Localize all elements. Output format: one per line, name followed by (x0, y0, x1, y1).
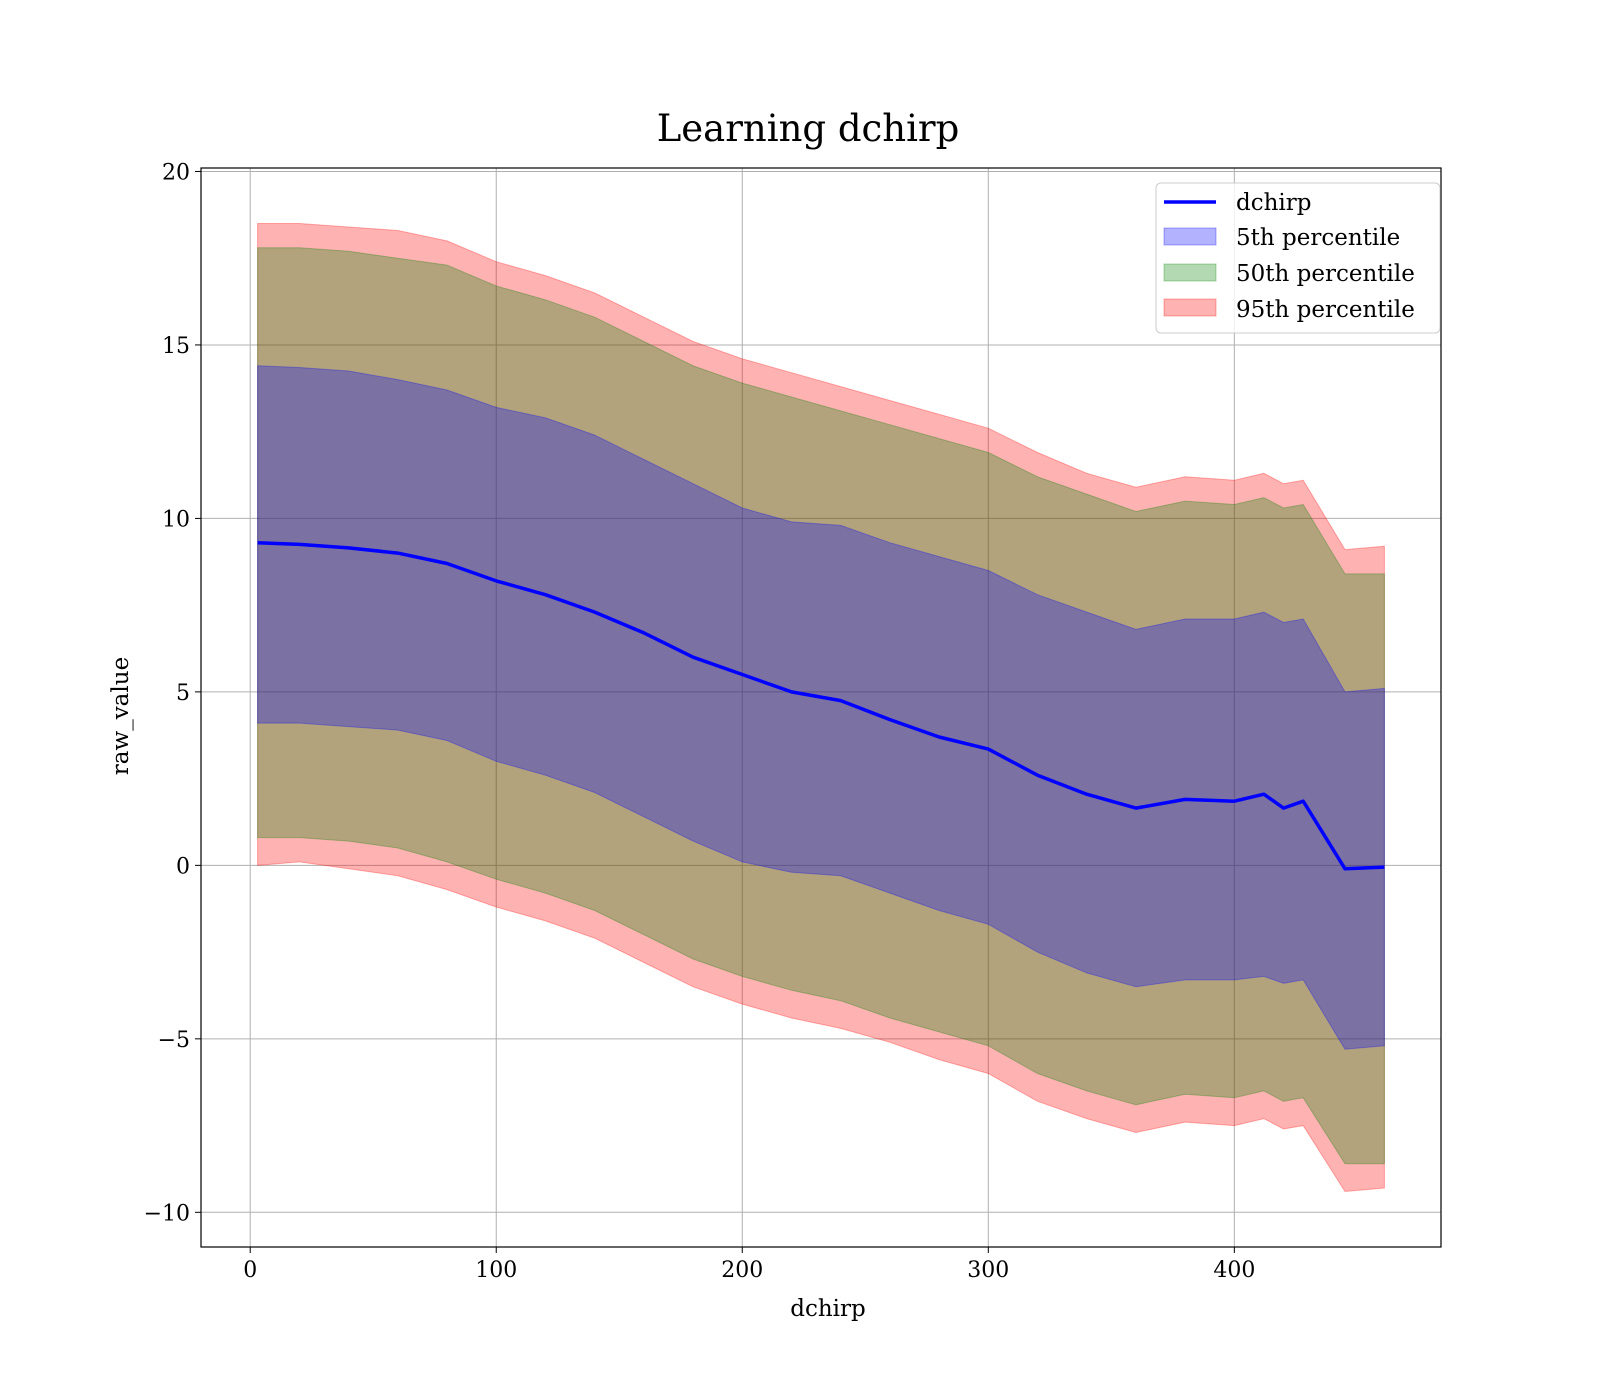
x-axis-ticks: 0 100 200 300 400 (243, 1247, 1255, 1283)
legend-label-5th-percentile: 5th percentile (1236, 225, 1400, 251)
band-95th-percentile (257, 223, 1385, 1193)
dchirp-line-layer (257, 540, 1385, 871)
legend-box (1155, 182, 1441, 334)
x-tick-label: 300 (967, 1258, 1009, 1283)
x-tick-label: 0 (243, 1258, 257, 1283)
y-tick-label: −10 (144, 1201, 190, 1226)
band-50th-percentile (257, 247, 1385, 1165)
legend: dchirp 5th percentile 50th percentile 95… (1155, 182, 1441, 334)
x-tick-label: 200 (721, 1258, 763, 1283)
y-tick-label: 10 (162, 507, 190, 532)
legend-swatch-95th-percentile (1163, 298, 1217, 317)
percentile-bands (257, 223, 1385, 1193)
grid (201, 168, 1441, 1247)
y-axis-ticks: −10 −5 0 5 10 15 20 (144, 160, 201, 1226)
band-5th-percentile (257, 365, 1385, 1050)
chart-title: Learning dchirp (657, 107, 960, 150)
y-tick-label: −5 (158, 1028, 190, 1053)
x-axis-label: dchirp (790, 1296, 866, 1322)
y-tick-label: 0 (176, 854, 190, 879)
legend-label-50th-percentile: 50th percentile (1236, 261, 1415, 287)
legend-label-dchirp: dchirp (1236, 190, 1312, 216)
x-tick-label: 400 (1213, 1258, 1255, 1283)
y-tick-label: 15 (162, 334, 190, 359)
x-tick-label: 100 (475, 1258, 517, 1283)
y-tick-label: 20 (162, 160, 190, 185)
legend-swatch-5th-percentile (1163, 227, 1217, 246)
legend-label-95th-percentile: 95th percentile (1236, 297, 1415, 323)
y-axis-label: raw_value (108, 657, 134, 775)
dchirp-line (257, 540, 1385, 871)
legend-swatch-50th-percentile (1163, 263, 1217, 282)
plot-frame (200, 167, 1442, 1248)
y-tick-label: 5 (176, 681, 190, 706)
